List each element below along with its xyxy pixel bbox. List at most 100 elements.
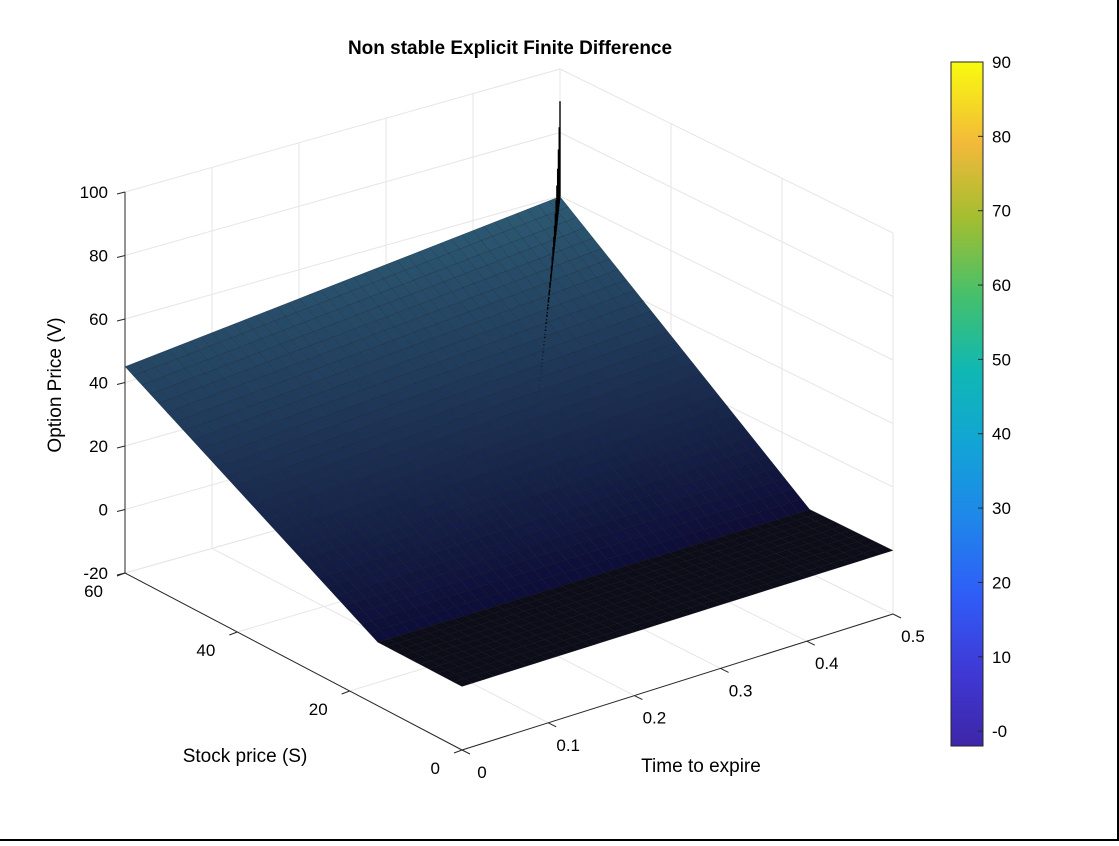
surface-cell (633, 522, 654, 537)
surface-cell (496, 375, 517, 391)
grid-line (124, 132, 561, 256)
surface-cell (373, 494, 394, 509)
surface-cell (471, 616, 493, 625)
surface-cell (636, 444, 658, 459)
surface-cell (474, 608, 495, 618)
colorbar-gradient (950, 61, 984, 747)
surface-cell (710, 432, 731, 448)
surface-cell (679, 607, 700, 616)
surface-cell (571, 641, 592, 650)
surface-cell (420, 516, 441, 530)
surface-cell (493, 504, 514, 519)
x-tick-label: 0 (477, 763, 486, 782)
surface-cell (693, 561, 715, 570)
surface-cell (430, 347, 451, 363)
x-tick-label: 0.2 (643, 709, 667, 728)
surface-cell (370, 344, 391, 359)
surface-cell (245, 365, 266, 381)
surface-cell (649, 609, 670, 618)
surface-cell (511, 409, 532, 424)
surface-cell (570, 613, 591, 622)
surface-cell (619, 371, 640, 387)
x-tick (461, 749, 471, 755)
surface-cell (662, 356, 683, 372)
colorbar-tick-label: 40 (992, 425, 1011, 444)
surface-cell (715, 554, 736, 564)
surface-cell (525, 272, 546, 288)
surface-cell (191, 435, 213, 450)
surface-cell (289, 511, 310, 525)
z-tick (116, 445, 126, 449)
surface-cell (456, 635, 477, 644)
surface-cell (610, 607, 632, 617)
surface-cell (299, 458, 320, 473)
surface-cell (743, 586, 765, 595)
surface-cell (480, 521, 501, 535)
surface-cell (718, 574, 740, 583)
surface-cell (538, 425, 559, 440)
surface-cell (396, 424, 417, 439)
surface-cell (509, 653, 530, 662)
surface-cell (530, 646, 552, 656)
surface-cell (364, 435, 385, 450)
surface-cell (528, 592, 549, 601)
surface-cell (354, 375, 375, 391)
surface-cell (251, 388, 272, 403)
surface-cell (812, 524, 833, 533)
surface-cell (407, 420, 428, 435)
surface-cell (323, 323, 344, 338)
surface-cell (415, 542, 436, 556)
surface-cell (644, 402, 665, 417)
surface-cell (196, 409, 217, 424)
surface-cell (367, 582, 388, 596)
surface-cell (627, 381, 648, 397)
surface-cell (655, 398, 676, 414)
surface-cell (472, 225, 493, 241)
surface-cell (636, 620, 657, 629)
surface-cell (462, 563, 483, 578)
surface-cell (548, 620, 570, 629)
surface-cell (491, 517, 512, 532)
surface-cell (507, 487, 528, 502)
surface-cell (593, 458, 614, 473)
colorbar-tick-label: 30 (992, 499, 1011, 518)
surface-cell (135, 357, 156, 372)
surface-cell (295, 422, 316, 437)
surface-cell (549, 585, 571, 594)
surface-cell (234, 481, 255, 496)
surface-cell (404, 383, 425, 398)
surface-cell (593, 634, 614, 643)
surface-cell (713, 470, 734, 486)
y-tick (453, 749, 463, 754)
grid-line (124, 68, 561, 193)
x-tick-label: 0.1 (556, 736, 580, 755)
surface-cell (676, 391, 697, 407)
surface-cell (356, 475, 377, 490)
x-tick-label: 0.5 (901, 627, 925, 646)
surface-cell (659, 488, 680, 503)
surface-cell (688, 440, 709, 455)
surface-cell (516, 630, 537, 639)
surface-cell (244, 315, 265, 330)
surface-cell (579, 252, 600, 268)
surface-cell (623, 569, 644, 578)
surface-cell (578, 618, 600, 627)
oscillation-spikes (536, 101, 561, 406)
surface-cell (590, 579, 612, 589)
y-tick (341, 690, 350, 695)
surface-cell (437, 535, 458, 549)
surface-cell (510, 523, 531, 538)
surface-cell (339, 406, 360, 422)
y-tick (229, 631, 238, 636)
surface-cell (307, 354, 329, 370)
surface-cell (331, 447, 352, 462)
surface-cell (592, 407, 613, 422)
z-tick-label: 100 (80, 183, 108, 202)
surface-cell (428, 525, 450, 540)
surface-cell (465, 269, 486, 284)
surface-cell (348, 466, 369, 481)
colorbar-tick-label: 80 (992, 127, 1011, 146)
surface-cell (505, 385, 526, 401)
surface-cell (383, 552, 404, 567)
surface-cell (582, 575, 603, 584)
